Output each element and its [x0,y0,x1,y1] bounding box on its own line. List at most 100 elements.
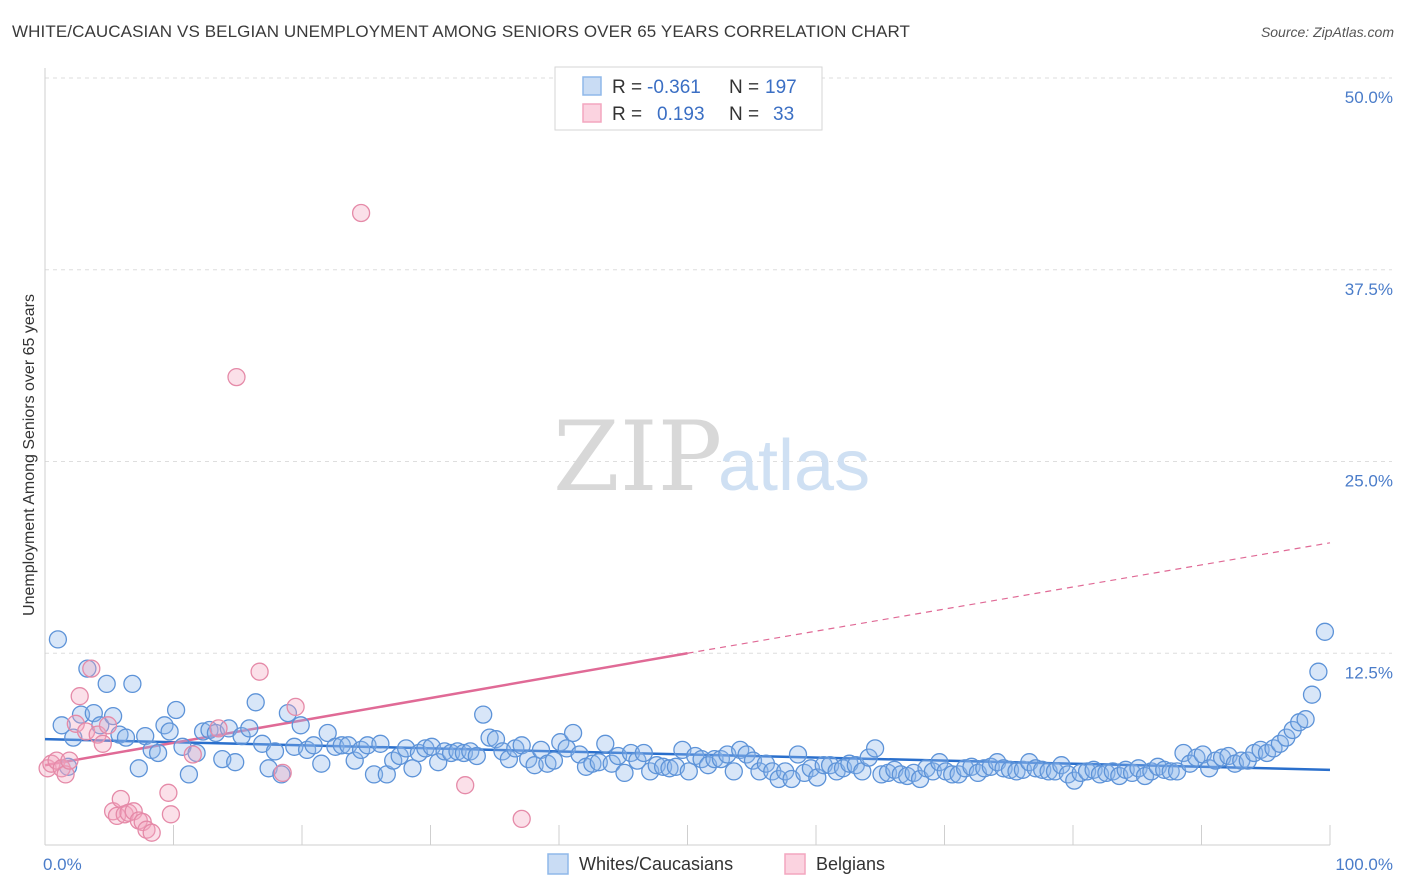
x-tick-labels: 0.0% 100.0% [43,855,1393,874]
x-tick-label-min: 0.0% [43,855,82,874]
legend-r-label-belgians: R = [612,104,642,125]
legend-n-label-belgians: N = [729,104,759,125]
point-whites [615,763,634,783]
point-whites [788,745,808,764]
point-whites [304,736,323,755]
point-whites [52,716,71,735]
point-belgians [76,722,96,741]
point-whites [403,759,422,778]
point-belgians [512,809,531,829]
legend-r-label-whites: R = [612,77,642,98]
point-whites [724,762,743,781]
x-tick-label-max: 100.0% [1335,855,1393,874]
source-label: Source: ZipAtlas.com [1260,24,1394,40]
point-whites [148,743,168,763]
point-whites [78,659,97,678]
point-whites [429,753,448,772]
y-tick-label: 25.0% [1345,472,1393,491]
point-whites [246,693,265,712]
point-whites [166,700,186,720]
point-whites [345,751,364,770]
point-belgians [42,754,61,773]
point-belgians [142,823,161,842]
point-whites [179,765,199,784]
y-tick-label: 37.5% [1345,280,1393,299]
series-belgians [38,203,531,842]
point-belgians [250,662,269,681]
point-whites [116,728,136,747]
legend-top: R = -0.361 N = 197 R = 0.193 N = 33 [554,66,823,131]
legend-n-label-whites: N = [729,77,759,98]
series-whites [48,622,1335,790]
legend-swatch-belgians [582,103,602,123]
point-belgians [227,367,246,387]
axes [44,68,1331,846]
trend-line-belgians-extrapolated [687,542,1331,654]
point-whites [1309,662,1328,681]
point-whites [129,759,148,778]
point-whites [448,742,467,761]
point-whites [441,743,461,763]
point-whites [97,674,116,694]
point-whites [930,753,949,772]
legend-r-value-whites: -0.361 [647,77,701,98]
point-belgians [111,789,130,809]
point-whites [371,734,390,753]
point-whites [859,748,878,767]
point-whites [583,754,602,773]
point-whites [660,759,679,778]
point-belgians [70,687,89,706]
point-belgians [93,734,112,753]
point-whites [416,739,435,758]
point-belgians [183,745,202,764]
point-belgians [137,820,156,839]
chart-title: WHITE/CAUCASIAN VS BELGIAN UNEMPLOYMENT … [12,22,911,41]
point-whites [923,762,943,781]
point-belgians [82,659,101,678]
point-belgians [351,203,371,223]
point-whites [48,630,68,649]
gridlines [45,77,1392,654]
legend-bottom-swatch-belgians [784,853,806,875]
point-whites [435,742,454,761]
point-whites [240,719,259,738]
y-tick-label: 12.5% [1345,663,1393,682]
point-belgians [60,751,79,770]
point-whites [474,705,493,724]
point-whites [769,769,788,789]
legend-bottom: Whites/Caucasians Belgians [547,853,885,875]
legend-n-value-whites: 197 [765,77,797,98]
point-whites [480,728,499,747]
point-whites [312,754,331,773]
point-whites [634,743,653,763]
point-whites [318,723,337,743]
point-whites [499,749,519,769]
point-whites [865,739,885,758]
point-whites [332,736,351,755]
point-belgians [273,763,292,783]
point-whites [103,706,123,726]
point-whites [226,753,245,772]
y-axis-label: Unemployment Among Seniors over 65 years [21,294,38,616]
point-whites [232,726,251,746]
legend-bottom-label-belgians: Belgians [816,854,885,874]
trend-line-whites [44,737,1331,772]
point-whites [1161,762,1180,781]
scatter-points [38,203,1335,842]
y-tick-label: 50.0% [1345,88,1393,107]
point-whites [563,723,583,743]
point-whites [467,746,486,766]
point-whites [1007,762,1026,781]
point-whites [291,716,310,735]
point-whites [544,751,564,770]
point-whites [123,674,142,694]
point-whites [679,762,698,781]
point-whites [1296,710,1315,729]
point-belgians [159,783,178,802]
point-whites [1302,685,1322,704]
point-whites [1315,622,1335,641]
legend-bottom-swatch-whites [547,853,569,875]
point-whites [364,765,384,784]
point-belgians [456,776,475,795]
